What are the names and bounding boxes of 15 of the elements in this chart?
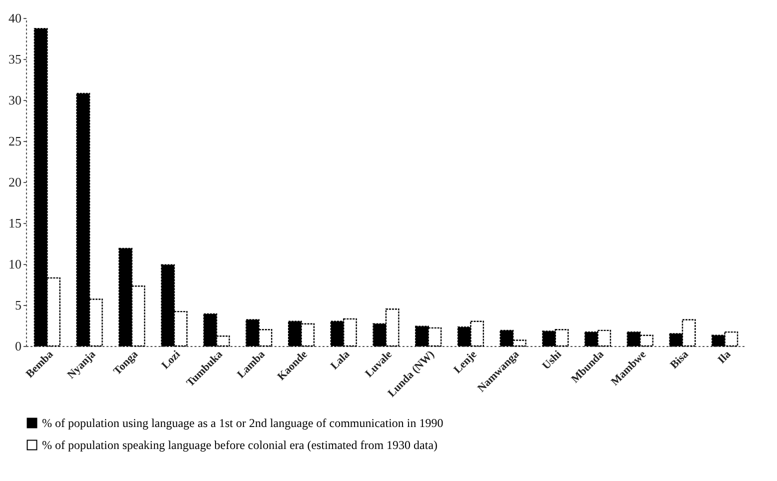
y-tick-label: 40 xyxy=(8,10,22,26)
y-tick-label: 15 xyxy=(8,216,22,230)
x-tick-label: Ila xyxy=(716,348,734,366)
y-tick-label: 30 xyxy=(8,92,22,108)
y-tick-label: 20 xyxy=(8,174,22,190)
y-tick-label: 0 xyxy=(15,338,22,354)
x-tick-label: Bisa xyxy=(668,348,692,372)
x-tick-label: Lala xyxy=(328,348,352,372)
legend-label: % of population using language as a 1st or 2nd language of communication in 1990 xyxy=(42,416,444,430)
y-tick-label: 25 xyxy=(8,134,22,148)
y-tick-label: 10 xyxy=(8,256,22,272)
y-tick-label: 5 xyxy=(15,298,22,312)
legend-label: % of population speaking language before colonial era (estimated from 1930 data) xyxy=(42,438,438,452)
x-tick-label: Ushi xyxy=(540,348,564,372)
y-tick-label: 35 xyxy=(8,52,22,66)
